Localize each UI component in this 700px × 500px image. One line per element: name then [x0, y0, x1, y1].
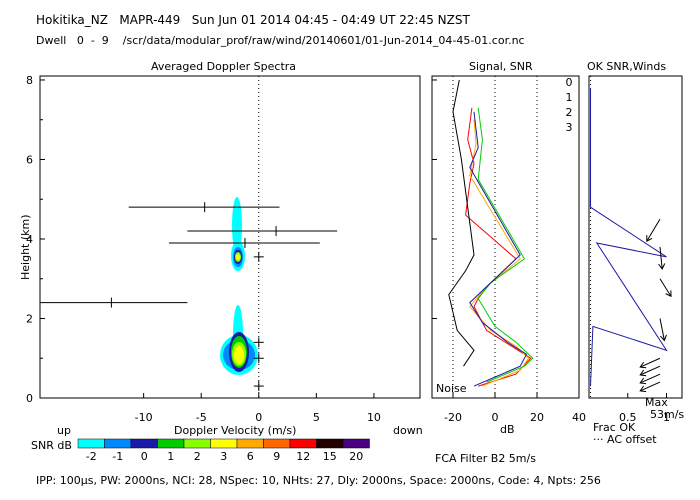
velocity-tick-label: 10	[367, 411, 381, 424]
velocity-tick-label: -5	[196, 411, 207, 424]
colorbar-label: SNR dB	[31, 439, 72, 452]
frac-tick-label: 1	[663, 411, 670, 424]
colorbar-swatch	[210, 438, 238, 449]
height-tick-label: 4	[26, 233, 33, 246]
colorbar-tick-label: 15	[323, 450, 337, 463]
snr-plot: -20 0 20 40	[432, 76, 586, 424]
colorbar-tick-label: 6	[247, 450, 254, 463]
colorbar-swatch	[342, 438, 370, 449]
spectra-title: Averaged Doppler Spectra	[151, 60, 296, 73]
velocity-tick-label: 5	[313, 411, 320, 424]
colorbar-tick-label: -1	[112, 450, 123, 463]
spectra-frame	[39, 75, 421, 399]
snr-noise-label: Noise	[436, 382, 467, 395]
frac-tick-label: 0.5	[619, 411, 637, 424]
ac-offset-label: ··· AC offset	[593, 433, 657, 446]
snr-tick-label: 0	[492, 411, 499, 424]
winds-frame	[588, 75, 683, 399]
wind-barb-head	[646, 235, 653, 242]
colorbar-tick-label: 0	[141, 450, 148, 463]
max-label: Max	[645, 396, 668, 409]
wind-barb-head	[665, 290, 672, 298]
height-tick-label: 0	[26, 392, 33, 405]
legend-entry-2: 2	[566, 106, 573, 119]
wind-barb-head	[639, 361, 647, 369]
snr-series-2	[477, 107, 534, 383]
snr-series-3	[469, 111, 528, 387]
height-tick-label: 2	[26, 312, 33, 325]
wind-barb	[639, 381, 661, 392]
colorbar-swatch	[289, 438, 317, 449]
colorbar-tick-label: 3	[220, 450, 227, 463]
legend-entry-0: 0	[566, 76, 573, 89]
snr-frame	[431, 75, 580, 399]
velocity-tick-label: 0	[255, 411, 262, 424]
winds-plot: 0.5 1 0 1 2 3	[566, 76, 672, 424]
colorbar-swatch	[316, 438, 344, 449]
colorbar: -2 -1 0 1 2 3 6 9 12 15 20	[77, 438, 370, 463]
height-tick-label: 6	[26, 153, 33, 166]
colorbar-swatch	[77, 438, 105, 449]
legend-entry-1: 1	[566, 91, 573, 104]
wind-barb-head	[639, 377, 647, 385]
wind-barb	[646, 218, 661, 242]
height-tick-label: 8	[26, 74, 33, 87]
colorbar-swatch	[104, 438, 132, 449]
wind-barb	[659, 246, 663, 269]
snr-series-signal	[448, 79, 475, 367]
legend-entry-3: 3	[566, 121, 573, 134]
colorbar-tick-label: 12	[296, 450, 310, 463]
colorbar-swatch	[130, 438, 158, 449]
header-line-2: Dwell 0 - 9 /scr/data/modular_prof/raw/w…	[36, 34, 525, 47]
velocity-axis-label: Doppler Velocity (m/s)	[174, 424, 296, 437]
colorbar-swatch	[183, 438, 211, 449]
colorbar-tick-label: 1	[167, 450, 174, 463]
height-axis-label: Height (km)	[19, 214, 32, 280]
down-label: down	[393, 424, 423, 437]
wind-barb	[639, 365, 661, 376]
up-label: up	[57, 424, 71, 437]
frac-ok-label: Frac OK	[593, 421, 636, 434]
snr-series-1	[469, 119, 530, 387]
snr-tick-label: -20	[444, 411, 462, 424]
colorbar-tick-label: 2	[194, 450, 201, 463]
colorbar-tick-label: 9	[273, 450, 280, 463]
wind-barb-head	[659, 334, 667, 342]
velocity-tick-label: -10	[135, 411, 153, 424]
snr-tick-label: 40	[572, 411, 586, 424]
filter-label: FCA Filter B2 5m/s	[435, 452, 536, 465]
colorbar-swatch	[157, 438, 185, 449]
max-value: 53m/s	[650, 408, 684, 421]
winds-title: OK SNR,Winds	[587, 60, 666, 73]
wind-barb-head	[639, 369, 647, 377]
colorbar-swatch	[263, 438, 291, 449]
snr-xlabel: dB	[500, 423, 515, 436]
wind-barb-head	[658, 263, 666, 270]
snr-title: Signal, SNR	[469, 60, 533, 73]
wind-barb-head	[639, 385, 647, 393]
wind-barb	[659, 278, 672, 297]
frac-ok-line	[590, 87, 668, 387]
footer-params: IPP: 100μs, PW: 2000ns, NCI: 28, NSpec: …	[36, 474, 601, 487]
snr-tick-label: 20	[530, 411, 544, 424]
spectra-plot: -10 -5 0 5 10 0 2 4 6 8	[26, 74, 381, 424]
header-line-1: Hokitika_NZ MAPR-449 Sun Jun 01 2014 04:…	[36, 13, 470, 27]
colorbar-tick-label: -2	[86, 450, 97, 463]
wind-barb	[639, 373, 661, 384]
wind-barb	[659, 318, 665, 341]
colorbar-tick-label: 20	[349, 450, 363, 463]
wind-barb	[639, 357, 661, 368]
spectra-blobs	[220, 197, 258, 375]
colorbar-swatch	[236, 438, 264, 449]
